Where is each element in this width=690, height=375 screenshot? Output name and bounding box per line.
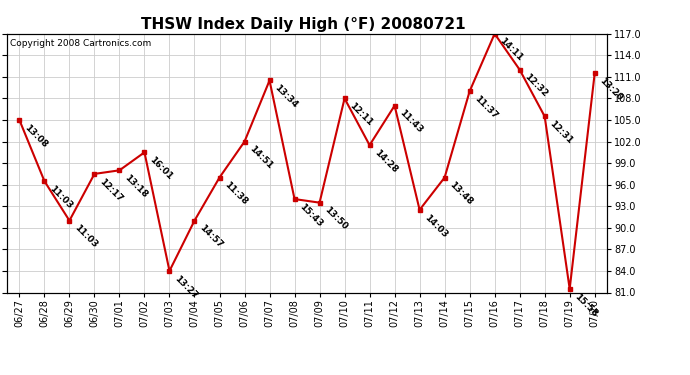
- Text: THSW Index Daily High (°F) 20080721: THSW Index Daily High (°F) 20080721: [141, 17, 466, 32]
- Text: 13:27: 13:27: [172, 274, 199, 300]
- Text: 13:18: 13:18: [122, 173, 149, 200]
- Text: 16:01: 16:01: [147, 155, 174, 182]
- Text: 11:03: 11:03: [47, 184, 74, 210]
- Text: 13:50: 13:50: [322, 206, 349, 232]
- Text: 12:32: 12:32: [522, 72, 549, 99]
- Text: 14:03: 14:03: [422, 213, 449, 239]
- Text: 11:37: 11:37: [473, 94, 499, 121]
- Text: 13:08: 13:08: [22, 123, 49, 149]
- Text: 15:58: 15:58: [573, 292, 599, 318]
- Text: 13:34: 13:34: [273, 83, 299, 110]
- Text: 15:43: 15:43: [297, 202, 324, 228]
- Text: 14:57: 14:57: [197, 224, 224, 250]
- Text: Copyright 2008 Cartronics.com: Copyright 2008 Cartronics.com: [10, 39, 151, 48]
- Text: 14:28: 14:28: [373, 148, 399, 175]
- Text: 11:03: 11:03: [72, 224, 99, 250]
- Text: 12:31: 12:31: [547, 119, 574, 146]
- Text: 13:48: 13:48: [447, 180, 474, 207]
- Text: 14:11: 14:11: [497, 36, 524, 63]
- Text: 14:51: 14:51: [247, 144, 274, 171]
- Text: 12:11: 12:11: [347, 101, 374, 128]
- Text: 13:20: 13:20: [598, 76, 624, 103]
- Text: 12:17: 12:17: [97, 177, 124, 203]
- Text: 11:38: 11:38: [222, 180, 249, 207]
- Text: 11:43: 11:43: [397, 108, 424, 135]
